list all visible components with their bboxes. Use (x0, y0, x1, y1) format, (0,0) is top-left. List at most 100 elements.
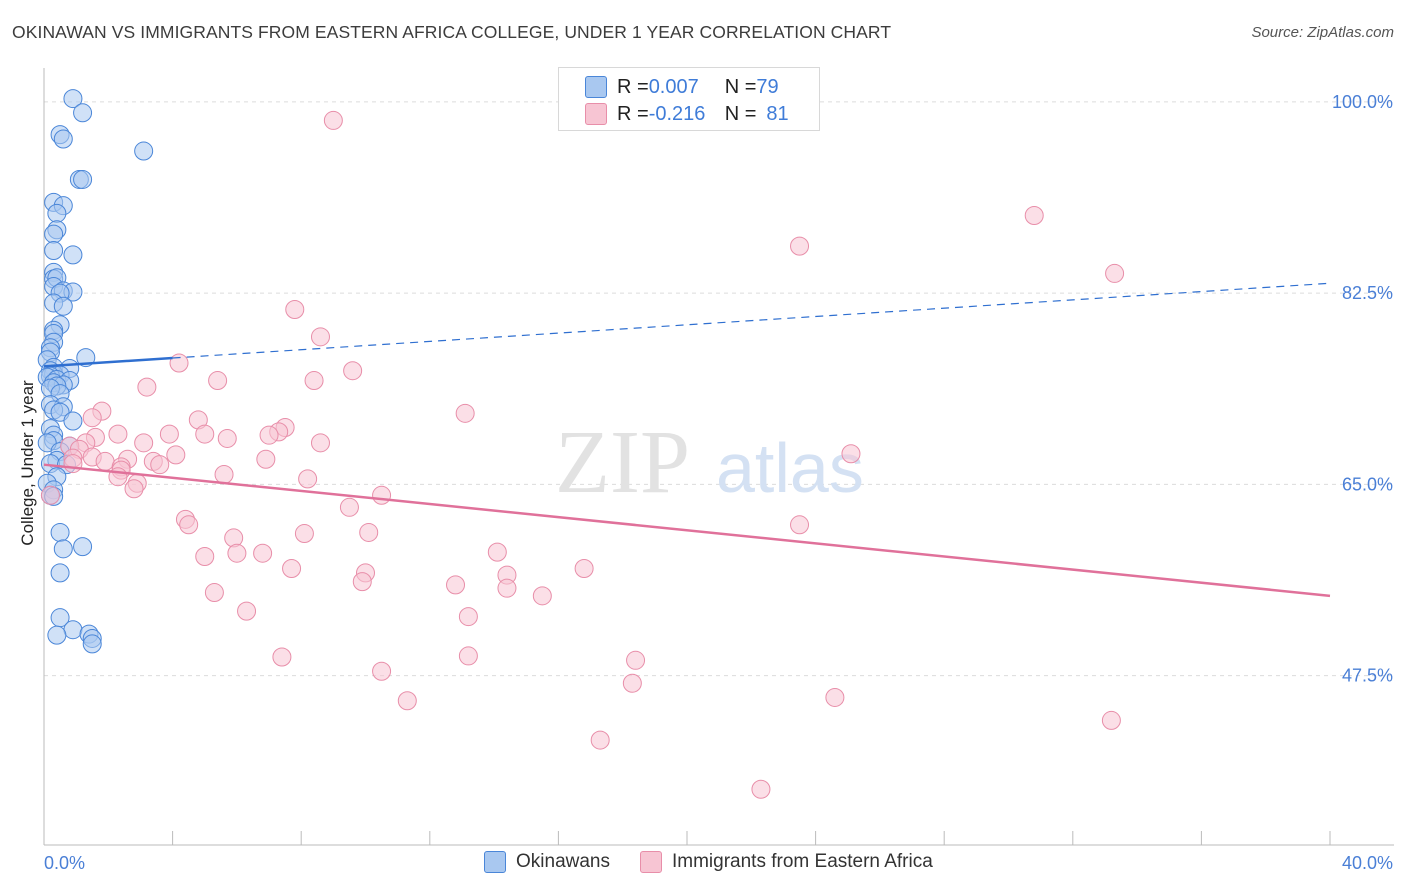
legend-item-eastern-africa[interactable]: Immigrants from Eastern Africa (640, 851, 933, 873)
legend-row-okinawans: R = 0.007 N = 79 (585, 74, 779, 100)
data-point (44, 224, 64, 244)
chart-title: OKINAWAN VS IMMIGRANTS FROM EASTERN AFRI… (12, 22, 892, 42)
data-point (343, 361, 363, 381)
data-point (259, 425, 279, 445)
data-point (53, 539, 73, 559)
data-point (372, 485, 392, 505)
data-point (532, 586, 552, 606)
data-point (73, 169, 93, 189)
data-point (455, 403, 475, 423)
data-point (282, 559, 302, 579)
data-point (124, 479, 144, 499)
trend-lines (43, 282, 1331, 598)
data-point (751, 779, 771, 799)
data-point (397, 691, 417, 711)
data-point (227, 543, 247, 563)
data-point (50, 563, 70, 583)
axis-labels: 100.0% 82.5% 65.0% 47.5% 0.0% 40.0% College, U… (18, 92, 1393, 873)
y-tick-label: 65.0% (1342, 474, 1393, 494)
data-point (790, 515, 810, 535)
data-point (134, 433, 154, 453)
data-point (63, 245, 83, 265)
data-point (272, 647, 292, 667)
y-tick-label: 82.5% (1342, 283, 1393, 303)
legend-swatch-okinawans (484, 851, 506, 873)
legend-swatch-okinawans (585, 76, 607, 98)
data-point (310, 433, 330, 453)
n-label: N = (724, 75, 757, 98)
data-point (590, 730, 610, 750)
data-point (44, 240, 64, 260)
data-point (1024, 206, 1044, 226)
legend-label-okinawans: Okinawans (516, 851, 610, 872)
data-point (179, 515, 199, 535)
data-point (195, 424, 215, 444)
r-label: R = (617, 75, 649, 98)
y-tick-label: 47.5% (1342, 666, 1393, 686)
r-value: 0.007 (648, 75, 699, 98)
data-point (214, 465, 234, 485)
y-axis-title: College, Under 1 year (18, 380, 37, 546)
source-label: Source: ZipAtlas.com (1251, 24, 1394, 41)
data-point (63, 620, 83, 640)
data-point (50, 522, 70, 542)
data-point (285, 300, 305, 319)
data-point (446, 575, 466, 595)
data-point (159, 424, 179, 444)
legend-label-eastern-africa: Immigrants from Eastern Africa (672, 851, 933, 872)
r-value: -0.216 (648, 102, 706, 125)
watermark: ZIP atlas (555, 413, 864, 512)
data-point (47, 203, 67, 223)
x-tick-label: 40.0% (1342, 853, 1393, 873)
data-point (150, 455, 170, 475)
grid-lines (44, 101, 1394, 677)
legend-item-okinawans[interactable]: Okinawans (484, 851, 610, 873)
axes (43, 68, 1394, 846)
legend-swatch-eastern-africa (640, 851, 662, 873)
data-point (458, 646, 478, 666)
data-point (53, 296, 73, 316)
data-point (73, 103, 93, 123)
data-point (82, 408, 102, 428)
data-point (195, 546, 215, 566)
data-point (169, 353, 189, 373)
data-point (304, 371, 324, 391)
data-point (574, 559, 594, 579)
watermark-zip: ZIP (555, 413, 690, 512)
correlation-legend: R = 0.007 N = 79 R = -0.216 N = 81 (558, 67, 820, 131)
watermark-atlas: atlas (716, 429, 864, 507)
data-point (217, 428, 237, 448)
data-point (359, 522, 379, 542)
trend-line-okinawans-solid (43, 356, 173, 368)
series-okinawans (37, 89, 154, 654)
data-point (352, 572, 372, 592)
data-point (40, 485, 60, 505)
trend-line-okinawans-dashed (172, 282, 1331, 359)
legend-swatch-eastern-africa (585, 103, 607, 125)
n-label: N = (724, 102, 757, 125)
data-point (82, 634, 102, 654)
data-point (47, 625, 67, 645)
data-point (1101, 710, 1121, 730)
data-point (256, 449, 276, 469)
legend-row-eastern-africa: R = -0.216 N = 81 (585, 101, 789, 127)
data-point (790, 236, 810, 256)
data-point (166, 445, 186, 465)
data-point (825, 687, 845, 707)
data-point (63, 89, 83, 109)
data-point (95, 451, 115, 471)
data-point (372, 661, 392, 681)
data-point (298, 469, 318, 489)
n-value: 81 (766, 102, 789, 125)
data-point (626, 650, 646, 670)
data-point (1105, 263, 1125, 283)
data-point (63, 411, 83, 431)
data-point (73, 537, 93, 557)
data-point (310, 327, 330, 347)
data-point (237, 601, 257, 621)
data-point (253, 543, 273, 563)
data-point (339, 497, 359, 517)
data-point (208, 371, 228, 391)
r-label: R = (617, 102, 649, 125)
